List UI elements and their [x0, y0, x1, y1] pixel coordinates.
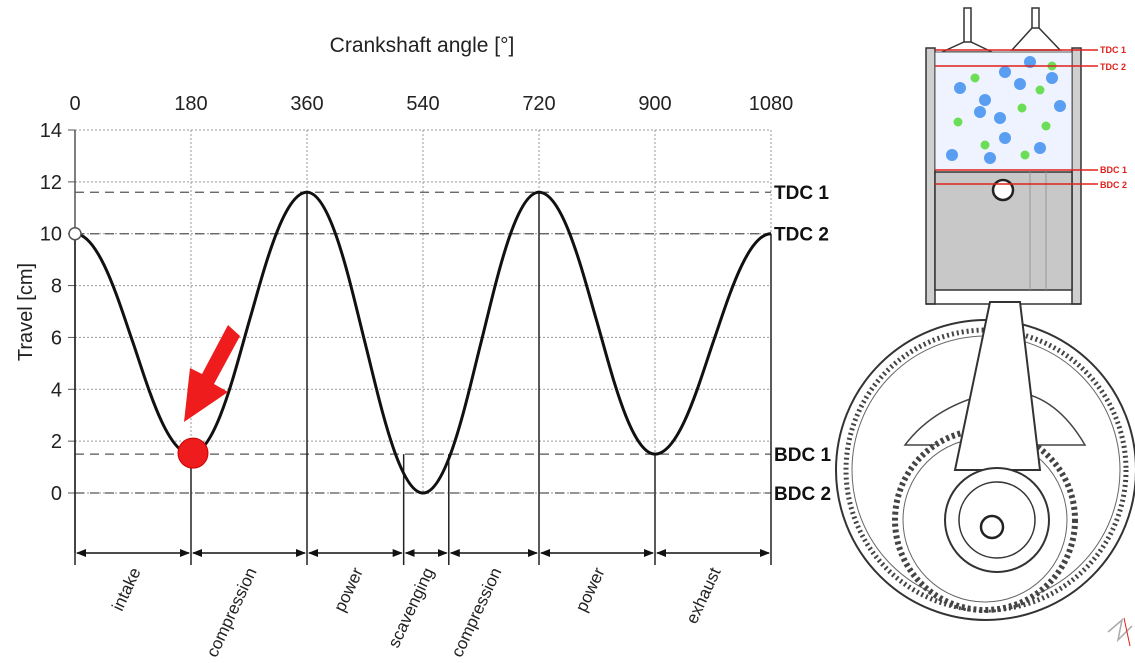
y-tick-label: 8 — [51, 276, 62, 298]
y-tick-labels: 14 12 10 8 6 4 2 0 — [40, 120, 62, 505]
phase-label: power — [572, 564, 609, 614]
start-point — [68, 226, 82, 241]
gas-particle-blue — [954, 82, 966, 94]
y-axis-title: Travel [cm] — [15, 263, 37, 361]
gas-particle-green — [970, 73, 980, 83]
gas-particle-green — [1041, 121, 1051, 131]
gas-particle-blue — [1054, 100, 1066, 112]
y-tick-label: 12 — [40, 172, 62, 194]
reference-label: TDC 1 — [774, 183, 829, 204]
gas-particle-blue — [1034, 142, 1046, 154]
gas-particle-green — [980, 140, 990, 150]
gas-particle-blue — [974, 106, 986, 118]
gas-particle-blue — [999, 132, 1011, 144]
y-tick-label: 2 — [51, 431, 62, 453]
engine-bdc1-label: BDC 1 — [1100, 165, 1127, 175]
phase-label: intake — [108, 565, 144, 614]
engine-illustration: TDC 1 TDC 2 BDC 1 BDC 2 — [835, 7, 1135, 647]
x-tick-label: 0 — [69, 93, 80, 115]
y-tick-label: 4 — [51, 379, 62, 401]
y-tick-label: 10 — [40, 224, 62, 246]
gas-particle-green — [953, 117, 963, 127]
x-tick-label: 900 — [638, 93, 671, 115]
gas-particle-green — [1035, 85, 1045, 95]
engine-bdc2-label: BDC 2 — [1100, 180, 1127, 190]
gas-particle-green — [1017, 103, 1027, 113]
gas-particle-blue — [1024, 56, 1036, 68]
reference-label: BDC 1 — [774, 445, 831, 466]
gas-particle-blue — [999, 66, 1011, 78]
x-tick-labels: 0 180 360 540 720 900 1080 — [69, 93, 793, 115]
x-tick-label: 180 — [174, 93, 207, 115]
phase-label: compression — [448, 565, 506, 658]
marker-dot — [177, 437, 209, 469]
reference-label: BDC 2 — [774, 484, 831, 505]
position-marker — [177, 325, 240, 469]
gas-particle-blue — [946, 149, 958, 161]
y-tick-label: 0 — [51, 483, 62, 505]
y-tick-label: 14 — [40, 120, 62, 142]
y-tick-label: 6 — [51, 327, 62, 349]
gas-particle-blue — [984, 152, 996, 164]
engine-tdc2-label: TDC 2 — [1100, 62, 1126, 72]
reference-label: TDC 2 — [774, 225, 829, 246]
gas-particle-blue — [979, 94, 991, 106]
x-axis-title: Crankshaft angle [°] — [330, 34, 515, 57]
x-tick-label: 1080 — [749, 93, 794, 115]
x-tick-label: 540 — [406, 93, 439, 115]
ring-gear — [843, 327, 1129, 613]
phase-label: power — [330, 564, 367, 614]
engine-tdc1-label: TDC 1 — [1100, 45, 1126, 55]
x-tick-label: 360 — [290, 93, 323, 115]
gas-particle-blue — [1046, 72, 1058, 84]
gas-particle-blue — [994, 112, 1006, 124]
gas-particles — [946, 56, 1066, 164]
phase-label: exhaust — [682, 564, 725, 626]
gas-particle-green — [1020, 150, 1030, 160]
grid — [68, 129, 772, 553]
x-tick-label: 720 — [522, 93, 555, 115]
reference-lines: TDC 1 TDC 2 BDC 1 BDC 2 — [75, 183, 831, 505]
phase-label: scavenging — [384, 565, 438, 651]
pointer-arrow — [184, 325, 240, 422]
phase-label: compression — [203, 565, 261, 658]
gas-particle-blue — [1014, 78, 1026, 90]
